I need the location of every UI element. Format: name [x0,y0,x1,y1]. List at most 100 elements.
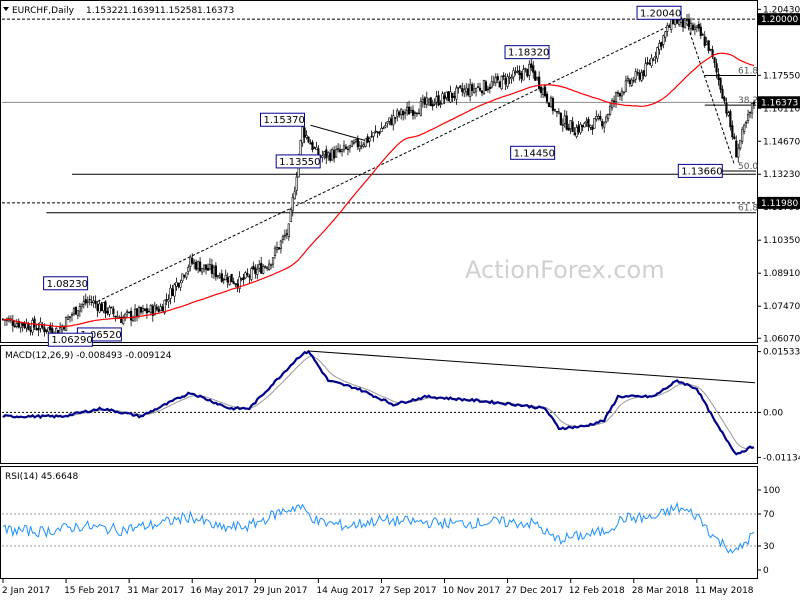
price-tick-label: 1.06070 [763,334,800,344]
candle-body [108,307,111,315]
candle [354,138,357,144]
candle [323,151,326,160]
callout-box [510,145,556,160]
candle [654,51,657,64]
candle [628,78,631,88]
candle [31,317,34,336]
candle-body [650,57,653,67]
candle [49,322,52,333]
candle [226,272,229,288]
candle-body [421,99,424,103]
candle-body [512,70,515,78]
candle-body [748,111,752,114]
candle [360,141,363,150]
candle [110,306,113,309]
candle-body [685,18,689,21]
candle-body [474,88,478,92]
candle-body [234,283,237,285]
candle [508,72,511,85]
candle [266,266,269,272]
candle [400,108,403,120]
candle-body [206,268,210,271]
candle-body [287,223,290,237]
candle-body [664,31,667,38]
candle-body [451,92,454,99]
candle [313,146,316,149]
candle-body [256,269,259,275]
candle [668,23,671,28]
candle-body [279,240,283,249]
candle-body [585,120,588,123]
candle [620,87,624,102]
rsi-line [2,501,755,554]
candle [494,73,497,87]
candle [664,30,667,43]
candle-body [262,266,265,274]
candle-body [433,102,436,105]
candle [555,110,558,118]
candle [163,299,166,315]
candle-body [752,102,756,105]
candle [534,69,537,82]
macd-trendline [308,350,756,384]
rsi-panel-frame [0,466,758,579]
candle-body [84,299,87,304]
candle [660,41,663,51]
price-tick-label: 1.10350 [763,236,800,246]
candle [719,77,722,94]
candle [86,296,89,308]
candle [469,78,472,102]
candle [549,95,553,108]
candle-body [266,267,269,269]
candle [609,102,612,116]
candle-body [216,275,219,277]
candle-body [563,115,566,124]
trendline [97,17,686,302]
candle-body [354,139,357,142]
candle [457,86,460,94]
candle [329,149,332,163]
candle [482,79,486,95]
candle-body [368,138,371,142]
candle-body [303,127,306,138]
candle-body [37,328,40,331]
candle-body [281,236,284,240]
candle-body [195,261,198,270]
candle [402,109,405,121]
candle [518,65,521,81]
candle [545,91,549,104]
candle [502,72,505,81]
candle [435,90,438,109]
candle-body [750,103,754,114]
price-highlight-label: 1.20000 [761,15,798,25]
candle-body [595,115,598,120]
candle-body [490,81,493,88]
candle-body [498,81,501,88]
callout-label: 1.06290 [51,335,92,346]
candle [630,77,633,88]
candle-body [681,19,685,28]
candle-body [496,76,499,81]
candle-body [252,266,255,270]
candle [752,99,756,109]
candle-body [100,303,103,312]
candle-body [232,281,235,284]
candle [638,69,641,82]
candle [737,143,740,163]
candle [396,108,399,122]
candle [707,40,710,54]
candle-body [745,122,748,124]
candle [474,87,478,97]
candle-body [33,318,36,328]
candle-body [291,197,294,211]
candle [185,272,188,280]
candle-body [540,86,543,94]
candle [439,100,442,109]
candle [15,319,18,329]
time-tick-label: 27 Dec 2017 [506,586,564,596]
time-tick-label: 16 May 2017 [190,586,249,596]
time-axis: 2 Jan 2017 15 Feb 2017 31 Mar 2017 16 May 2… [2,579,754,596]
candle-body [530,63,533,68]
candle-body [212,266,216,275]
candle [116,310,119,318]
